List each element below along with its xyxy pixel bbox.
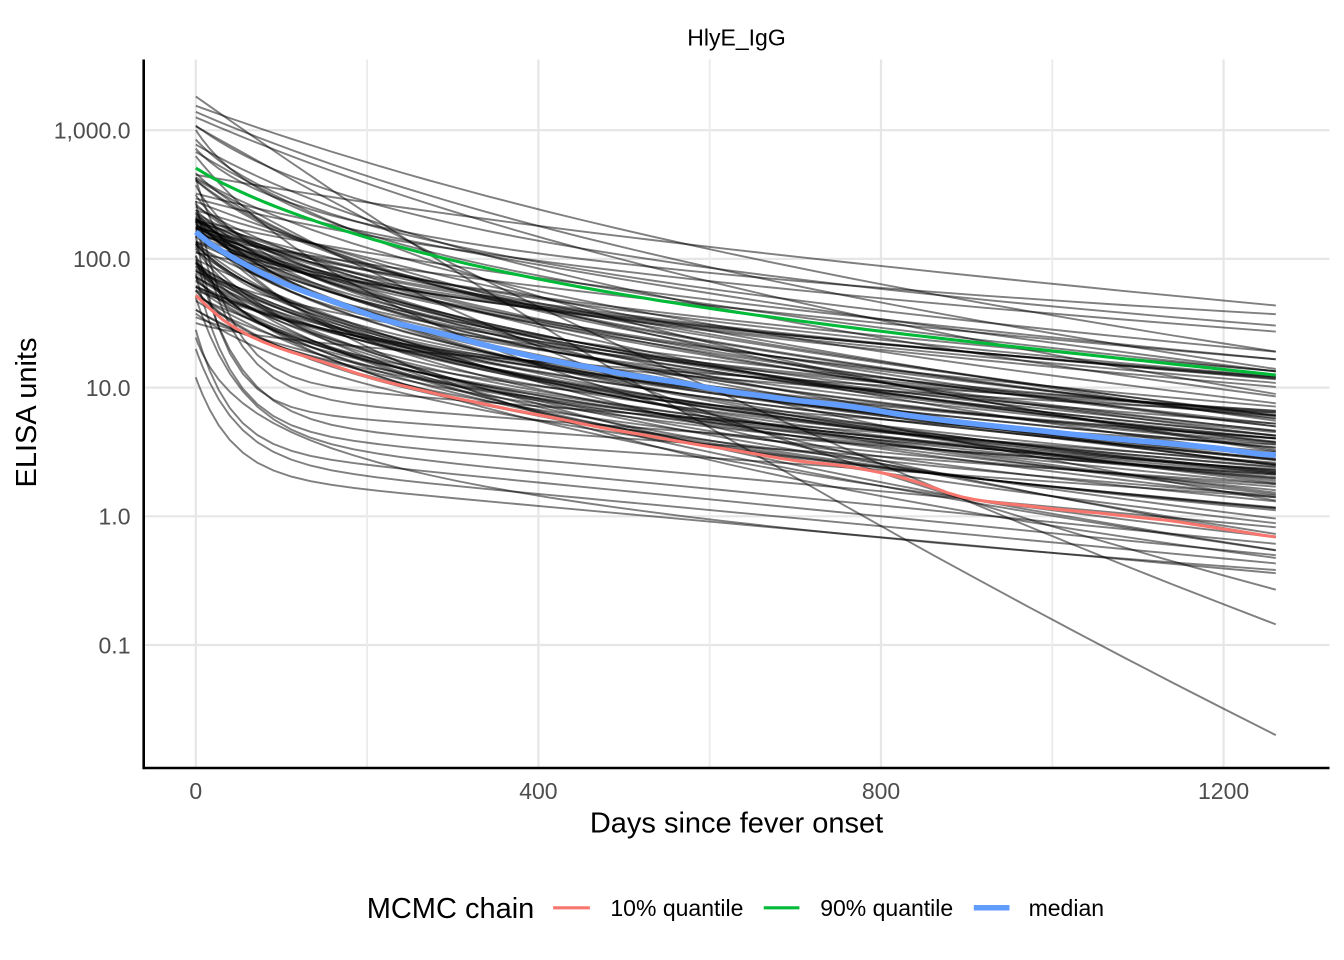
svg-text:10.0: 10.0 xyxy=(86,375,131,401)
svg-text:10% quantile: 10% quantile xyxy=(610,895,743,921)
svg-text:median: median xyxy=(1029,895,1104,921)
svg-text:HlyE_IgG: HlyE_IgG xyxy=(687,24,785,50)
svg-text:1200: 1200 xyxy=(1198,778,1249,804)
svg-text:800: 800 xyxy=(862,778,900,804)
svg-text:0.1: 0.1 xyxy=(99,632,131,658)
svg-text:ELISA units: ELISA units xyxy=(11,338,43,488)
svg-text:MCMC chain: MCMC chain xyxy=(367,893,535,925)
svg-text:0: 0 xyxy=(189,778,202,804)
svg-text:400: 400 xyxy=(519,778,557,804)
svg-text:1.0: 1.0 xyxy=(99,504,131,530)
svg-text:100.0: 100.0 xyxy=(73,246,131,272)
svg-text:Days since fever onset: Days since fever onset xyxy=(590,808,883,840)
svg-text:1,000.0: 1,000.0 xyxy=(54,118,131,144)
svg-text:90% quantile: 90% quantile xyxy=(820,895,953,921)
